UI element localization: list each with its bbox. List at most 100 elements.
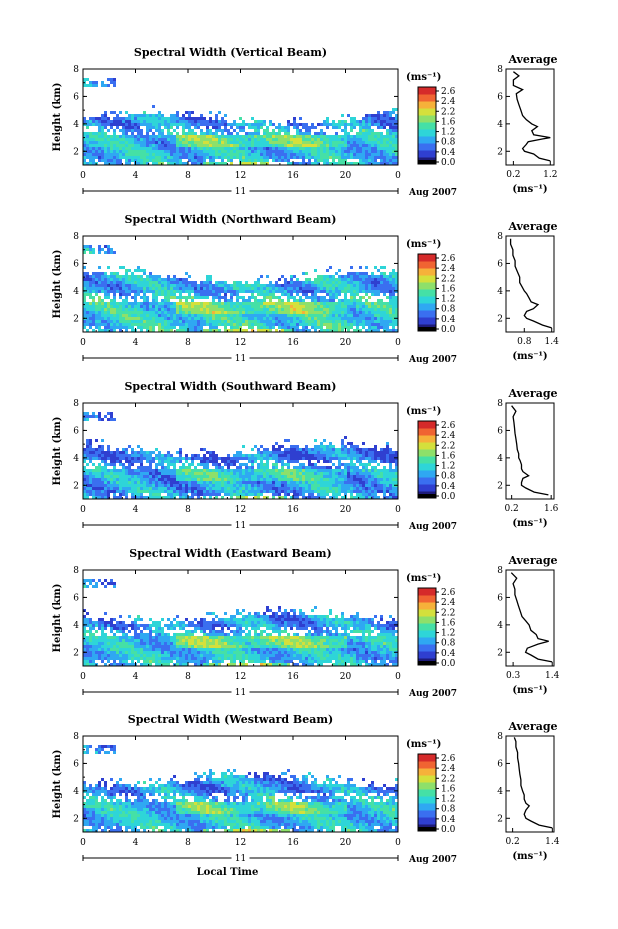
heatmap-cell [308, 320, 311, 323]
heatmap-cell [296, 451, 299, 454]
heatmap-cell [170, 287, 173, 290]
heatmap-cell [251, 117, 254, 120]
heatmap-cell [182, 141, 185, 144]
heatmap-cell [320, 284, 323, 287]
colorbar-swatch [418, 108, 436, 116]
heatmap-cell [104, 314, 107, 317]
heatmap-cell [98, 159, 101, 162]
heatmap-cell [131, 156, 134, 159]
heatmap-cell [353, 147, 356, 150]
heatmap-cell [263, 153, 266, 156]
heatmap-cell [239, 466, 242, 469]
heatmap-cell [242, 123, 245, 126]
heatmap-cell [326, 478, 329, 481]
heatmap-cell [278, 287, 281, 290]
heatmap-cell [179, 308, 182, 311]
heatmap-cell [158, 290, 161, 293]
heatmap-cell [176, 484, 179, 487]
heatmap-cell [206, 308, 209, 311]
heatmap-cell [206, 123, 209, 126]
heatmap-cell [98, 418, 101, 421]
heatmap-cell [287, 144, 290, 147]
heatmap-cell [233, 463, 236, 466]
heatmap-cell [140, 451, 143, 454]
heatmap-cell [140, 308, 143, 311]
heatmap-cell [131, 320, 134, 323]
heatmap-cell [128, 487, 131, 490]
heatmap-cell [335, 317, 338, 320]
heatmap-cell [281, 487, 284, 490]
heatmap-cell [251, 287, 254, 290]
heatmap-cell [146, 120, 149, 123]
heatmap-cell [392, 451, 395, 454]
heatmap-cell [371, 302, 374, 305]
heatmap-cell [92, 415, 95, 418]
heatmap-cell [116, 478, 119, 481]
heatmap-cell [365, 323, 368, 326]
heatmap-cell [149, 156, 152, 159]
heatmap-cell [137, 281, 140, 284]
heatmap-cell [218, 320, 221, 323]
heatmap-cell [227, 129, 230, 132]
heatmap-cell [209, 302, 212, 305]
heatmap-cell [335, 272, 338, 275]
heatmap-cell [152, 141, 155, 144]
heatmap-cell [245, 141, 248, 144]
heatmap-cell [134, 284, 137, 287]
heatmap-cell [86, 281, 89, 284]
heatmap-cell [356, 484, 359, 487]
heatmap-cell [119, 162, 122, 165]
heatmap-cell [239, 281, 242, 284]
heatmap-cell [116, 272, 119, 275]
heatmap-cell [170, 162, 173, 165]
heatmap-cell [140, 123, 143, 126]
heatmap-cell [254, 445, 257, 448]
heatmap-cell [392, 272, 395, 275]
heatmap-cell [284, 487, 287, 490]
heatmap-cell [137, 484, 140, 487]
heatmap-cell [191, 308, 194, 311]
heatmap-cell [386, 302, 389, 305]
heatmap-cell [266, 126, 269, 129]
heatmap-cell [86, 317, 89, 320]
heatmap-cell [380, 120, 383, 123]
heatmap-cell [314, 308, 317, 311]
heatmap-cell [131, 463, 134, 466]
heatmap-cell [329, 135, 332, 138]
heatmap-cell [221, 129, 224, 132]
heatmap-cell [338, 466, 341, 469]
heatmap-cell [347, 302, 350, 305]
heatmap-cell [158, 156, 161, 159]
heatmap-cell [110, 308, 113, 311]
heatmap-cell [305, 144, 308, 147]
heatmap-cell [299, 117, 302, 120]
heatmap-cell [200, 484, 203, 487]
heatmap-cell [353, 466, 356, 469]
heatmap-cell [164, 323, 167, 326]
heatmap-cell [119, 478, 122, 481]
heatmap-cell [275, 329, 278, 332]
heatmap-cell [200, 281, 203, 284]
heatmap-cell [104, 272, 107, 275]
heatmap-cell [137, 266, 140, 269]
heatmap-cell [206, 484, 209, 487]
heatmap-cell [293, 284, 296, 287]
heatmap-cell [281, 150, 284, 153]
heatmap-cell [185, 478, 188, 481]
heatmap-cell [227, 460, 230, 463]
heatmap-cell [260, 138, 263, 141]
heatmap-cell [161, 463, 164, 466]
heatmap-cell [314, 299, 317, 302]
heatmap-cell [86, 418, 89, 421]
heatmap-cell [263, 451, 266, 454]
heatmap-cell [209, 162, 212, 165]
heatmap-cell [341, 463, 344, 466]
heatmap-cell [284, 293, 287, 296]
heatmap-cell [389, 308, 392, 311]
heatmap-cell [299, 305, 302, 308]
heatmap-cell [122, 457, 125, 460]
heatmap-cell [194, 156, 197, 159]
heatmap-cell [95, 451, 98, 454]
heatmap-cell [296, 284, 299, 287]
heatmap-cell [326, 162, 329, 165]
